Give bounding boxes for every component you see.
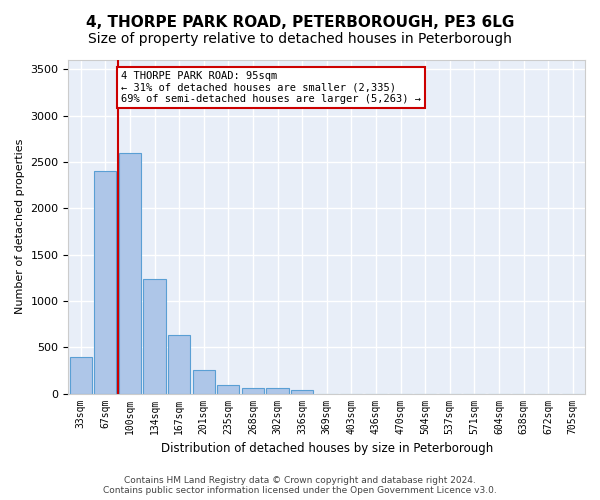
Bar [242, 388, 264, 394]
Bar [70, 358, 92, 394]
Y-axis label: Number of detached properties: Number of detached properties [15, 139, 25, 314]
Text: Size of property relative to detached houses in Peterborough: Size of property relative to detached ho… [88, 32, 512, 46]
Text: Contains HM Land Registry data © Crown copyright and database right 2024.
Contai: Contains HM Land Registry data © Crown c… [103, 476, 497, 495]
Bar [193, 370, 215, 394]
Bar [217, 385, 239, 394]
Bar [119, 152, 141, 394]
Text: 4, THORPE PARK ROAD, PETERBOROUGH, PE3 6LG: 4, THORPE PARK ROAD, PETERBOROUGH, PE3 6… [86, 15, 514, 30]
Bar [266, 388, 289, 394]
Text: 4 THORPE PARK ROAD: 95sqm
← 31% of detached houses are smaller (2,335)
69% of se: 4 THORPE PARK ROAD: 95sqm ← 31% of detac… [121, 71, 421, 104]
Bar [168, 334, 190, 394]
Bar [143, 278, 166, 394]
Bar [291, 390, 313, 394]
X-axis label: Distribution of detached houses by size in Peterborough: Distribution of detached houses by size … [161, 442, 493, 455]
Bar [94, 171, 116, 394]
